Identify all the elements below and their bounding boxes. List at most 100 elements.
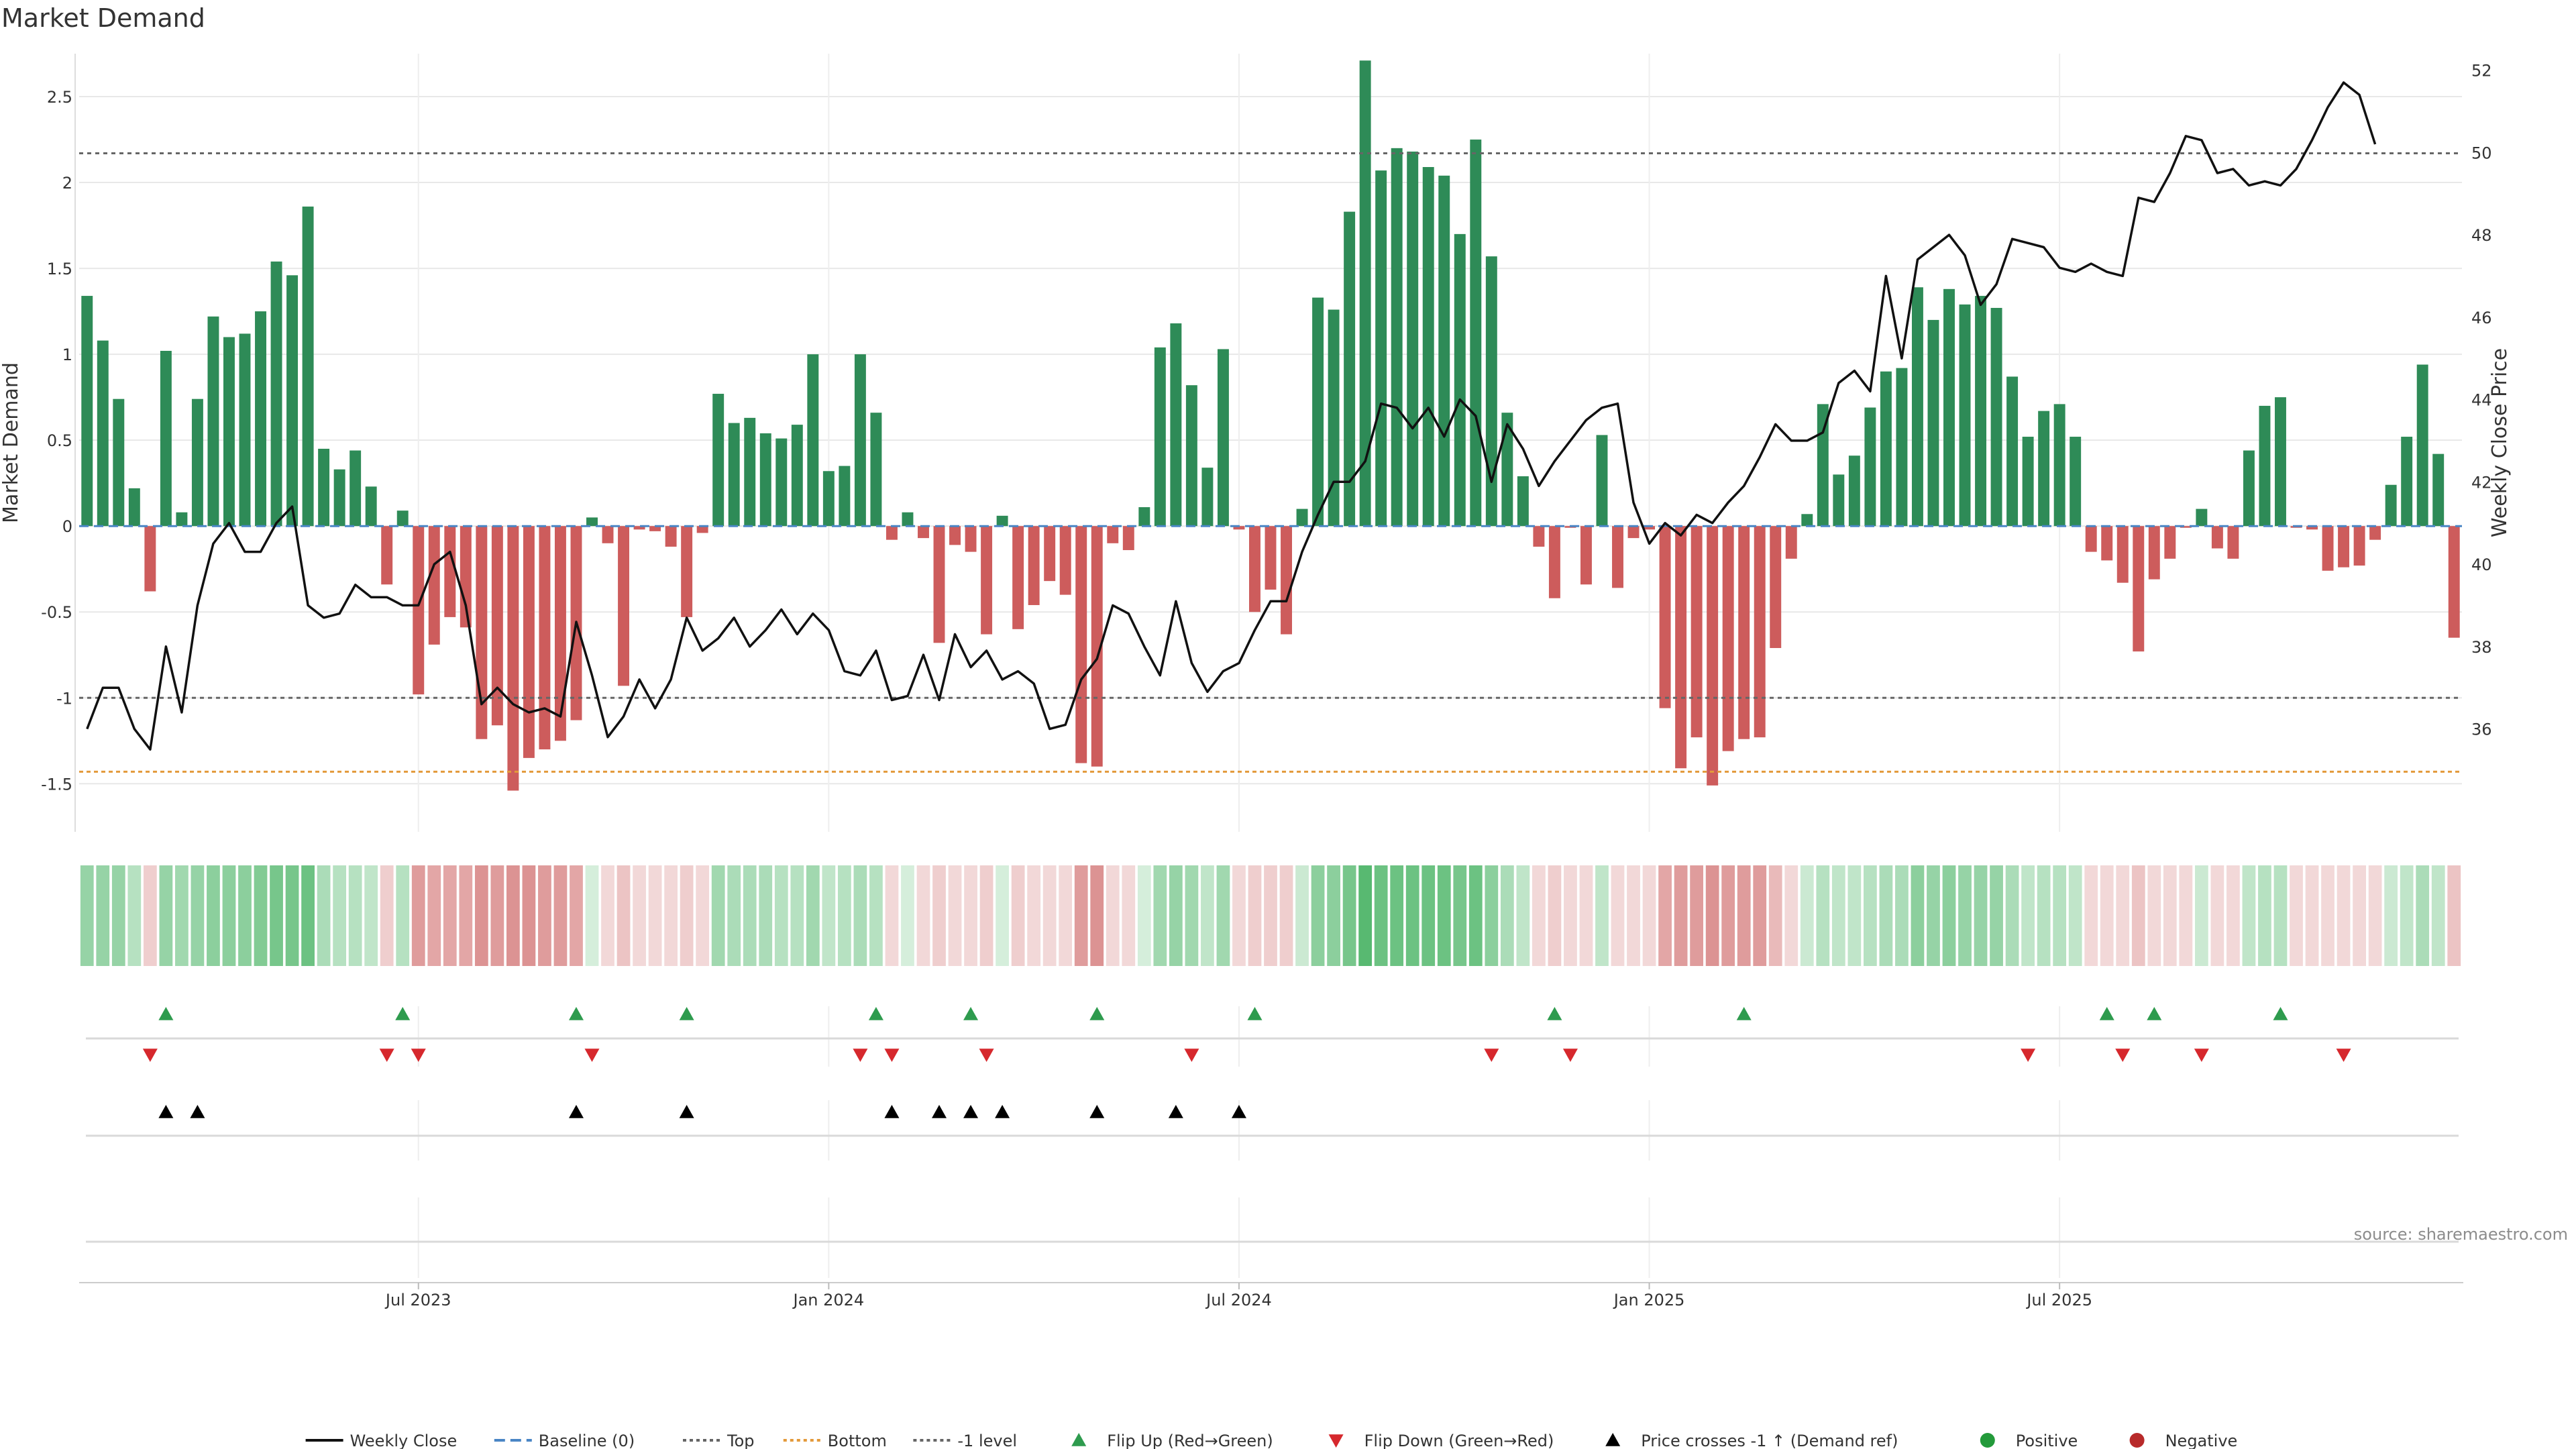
price-cross-marker: [679, 1105, 694, 1118]
heat-strip-cell: [1721, 865, 1735, 966]
heat-strip-cell: [506, 865, 520, 966]
heat-strip-cell: [2258, 865, 2271, 966]
demand-bar: [160, 351, 172, 527]
demand-bar: [2322, 526, 2334, 571]
legend-item: Top: [683, 1432, 755, 1449]
flip-down-marker: [142, 1049, 158, 1062]
demand-bar: [2353, 526, 2365, 566]
heat-strip-cell: [1942, 865, 1956, 966]
flip-up-marker: [2147, 1007, 2162, 1020]
demand-bar: [2259, 405, 2271, 527]
demand-bar: [113, 398, 125, 527]
flip-up-marker: [1247, 1007, 1263, 1020]
legend-item: Baseline (0): [494, 1432, 635, 1449]
heat-strip-cell: [2290, 865, 2303, 966]
heat-strip-cell: [2116, 865, 2130, 966]
heat-strip-cell: [2226, 865, 2240, 966]
demand-bar: [1864, 407, 1876, 527]
demand-bar: [1533, 526, 1545, 547]
heat-strip-cell: [774, 865, 788, 966]
legend-item: -1 level: [913, 1432, 1017, 1449]
demand-bar: [981, 526, 993, 635]
heat-strip-cell: [80, 865, 94, 966]
demand-bar: [1044, 526, 1056, 582]
heat-strip-cell: [885, 865, 899, 966]
demand-bar: [365, 486, 377, 527]
heat-strip-cell: [1090, 865, 1104, 966]
demand-bar: [539, 526, 551, 750]
demand-bar: [1470, 140, 1482, 527]
y-tick-label: -0.5: [41, 603, 72, 622]
legend-label: Positive: [2016, 1432, 2078, 1449]
heat-strip-cell: [1847, 865, 1862, 966]
demand-bar: [1012, 526, 1024, 629]
demand-bar: [1375, 170, 1387, 527]
price-cross-marker: [158, 1105, 174, 1118]
demand-bar: [1707, 526, 1719, 786]
heat-strip-cell: [2084, 865, 2098, 966]
demand-bar: [2164, 526, 2176, 559]
flip-down-marker: [2115, 1049, 2131, 1062]
demand-bar: [286, 275, 299, 527]
demand-bar: [2401, 437, 2413, 527]
heat-strip-cell: [2368, 865, 2382, 966]
demand-bar: [2101, 526, 2113, 561]
heat-strip-cell: [459, 865, 473, 966]
flip-down-marker: [1484, 1049, 1499, 1062]
flip-up-marker: [395, 1007, 411, 1020]
demand-bar: [318, 448, 330, 527]
y2-axis-label: Weekly Close Price: [2488, 348, 2512, 537]
heat-strip-cell: [127, 865, 142, 966]
heat-strip-cell: [1311, 865, 1325, 966]
y-tick-label: 1.5: [47, 260, 72, 278]
demand-bar: [744, 417, 756, 527]
heat-strip-cell: [1027, 865, 1041, 966]
demand-bar: [1091, 526, 1103, 767]
heat-strip-cell: [1042, 865, 1057, 966]
demand-bar: [1738, 526, 1750, 739]
heat-strip-cell: [1816, 865, 1830, 966]
demand-bar: [1501, 413, 1513, 527]
heat-strip-cell: [1658, 865, 1672, 966]
heat-strip-cell: [696, 865, 710, 966]
heat-strip-cell: [837, 865, 851, 966]
heat-strip-cell: [427, 865, 441, 966]
demand-bar: [1927, 319, 1939, 527]
demand-bar: [918, 526, 929, 539]
legend-label: Negative: [2165, 1432, 2238, 1449]
heat-strip-cell: [2053, 865, 2067, 966]
demand-bar: [885, 526, 898, 540]
heat-strip-cell: [2242, 865, 2256, 966]
heat-strip-cell: [1059, 865, 1073, 966]
price-cross-marker: [995, 1105, 1010, 1118]
demand-bar: [1391, 148, 1403, 527]
demand-bar: [586, 517, 598, 527]
heat-strip-cell: [1500, 865, 1514, 966]
heat-strip-cell: [1248, 865, 1262, 966]
demand-bar: [1107, 526, 1119, 543]
demand-bar: [791, 425, 803, 527]
demand-bar: [965, 526, 977, 552]
demand-bar: [128, 488, 140, 527]
heat-strip-cell: [1911, 865, 1925, 966]
x-tick-label: Jan 2025: [1613, 1291, 1685, 1309]
flip-down-marker: [584, 1049, 600, 1062]
heat-strip-cell: [1374, 865, 1388, 966]
heat-strip-cell: [711, 865, 725, 966]
demand-bar: [1217, 349, 1229, 527]
demand-bar: [1580, 526, 1592, 585]
demand-bar: [270, 261, 282, 527]
flip-up-marker: [1736, 1007, 1752, 1020]
heat-strip-cell: [207, 865, 220, 966]
heat-strip-cell: [1437, 865, 1451, 966]
flip-up-marker: [568, 1007, 584, 1020]
heat-strip-cell: [1611, 865, 1625, 966]
demand-bar: [428, 526, 440, 645]
demand-bar: [665, 526, 677, 547]
heat-strip-cell: [916, 865, 930, 966]
y-tick-label: 2: [62, 174, 72, 193]
demand-bar: [1722, 526, 1734, 751]
signal-markers: [142, 1007, 2351, 1118]
demand-bar: [1959, 304, 1971, 527]
y2-tick-label: 48: [2471, 226, 2492, 245]
